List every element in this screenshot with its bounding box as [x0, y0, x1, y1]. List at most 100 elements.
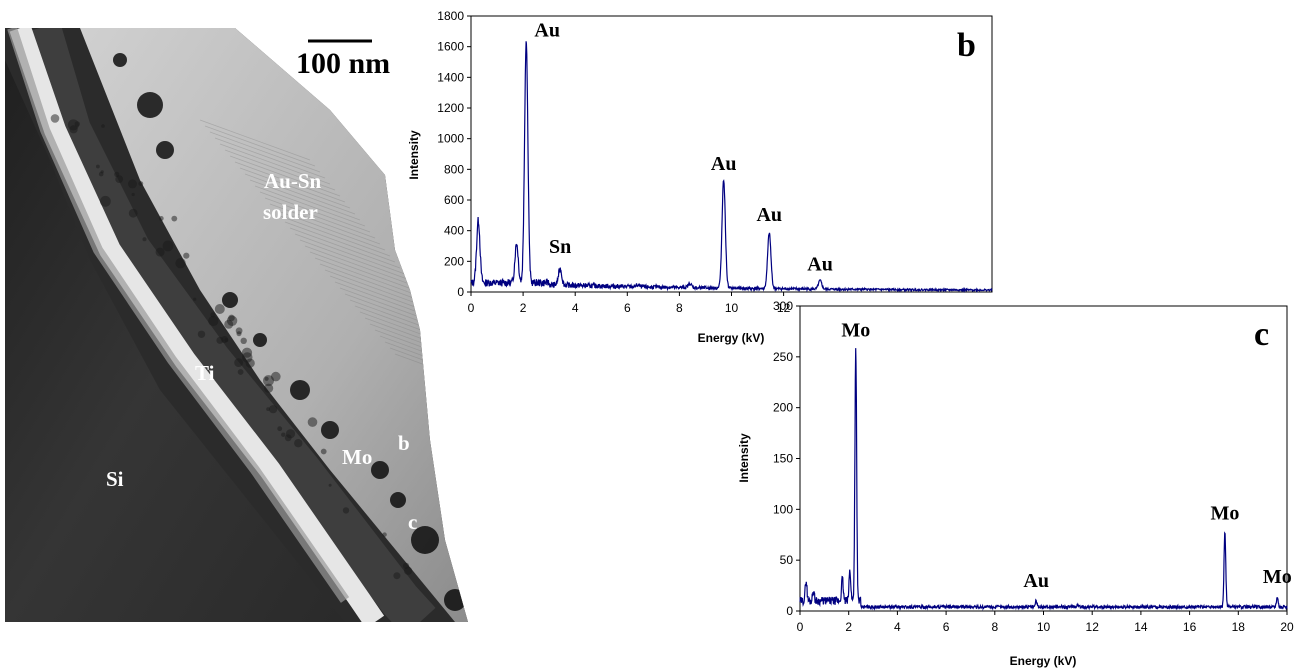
grain: [128, 208, 138, 218]
striation: [274, 209, 386, 251]
ti-layer-glow: [7, 28, 350, 603]
xlabel-b: Energy (kV): [698, 331, 765, 345]
series-line-c: [799, 348, 1288, 611]
grain: [307, 417, 318, 427]
grain: [162, 240, 174, 252]
x-tick-label: 0: [468, 301, 475, 315]
grain: [277, 426, 283, 432]
grain: [234, 358, 244, 367]
y-tick-label: 1600: [437, 40, 464, 54]
x-tick-label: 12: [1086, 620, 1100, 634]
y-tick-label: 0: [457, 285, 464, 299]
annotations-c: Mo Au Mo Mo: [841, 320, 1291, 592]
striation: [294, 233, 406, 275]
xlabel-c: Energy (kV): [1010, 654, 1077, 668]
label-ti: Ti: [195, 361, 215, 385]
grain: [264, 376, 269, 381]
label-b: b: [398, 431, 410, 455]
striation: [224, 149, 336, 191]
y-tick-label: 1400: [437, 70, 464, 84]
grain: [222, 292, 238, 308]
x-tick-label: 8: [991, 620, 998, 634]
grain: [271, 371, 281, 382]
grain: [269, 405, 278, 414]
peak-label: Mo: [1263, 566, 1292, 588]
grain: [156, 141, 174, 159]
tem-micrograph: 100 nm Au-Sn solder Ti Si Mo b c: [5, 28, 468, 622]
y-tick-label: 300: [773, 299, 793, 313]
y-tick-label: 1200: [437, 101, 464, 115]
grain: [253, 333, 267, 347]
x-tick-label: 20: [1280, 620, 1294, 634]
y-tick-label: 1800: [437, 9, 464, 23]
x-tick-label: 0: [797, 620, 804, 634]
x-tick-label: 10: [725, 301, 739, 315]
grain: [294, 439, 303, 448]
grain: [371, 461, 389, 479]
x-tick-label: 18: [1232, 620, 1246, 634]
grain: [328, 483, 332, 487]
grain: [393, 572, 401, 580]
label-mo: Mo: [342, 445, 372, 469]
striation: [209, 131, 321, 173]
striation: [319, 263, 431, 305]
plot-area-c: [799, 305, 1288, 612]
striation: [249, 179, 361, 221]
label-si: Si: [106, 467, 124, 491]
grain: [137, 92, 163, 118]
annotations-b: Au Sn Au Au Au: [534, 20, 832, 276]
striation: [259, 191, 371, 233]
striation: [244, 173, 356, 215]
si-region: [5, 60, 345, 622]
grain: [281, 432, 286, 437]
peak-label: Au: [807, 254, 833, 276]
plot-area-b: [470, 15, 993, 293]
peak-label: Au: [756, 204, 782, 226]
grain: [266, 407, 270, 411]
label-au-sn: Au-Sn: [264, 169, 322, 193]
grain: [155, 247, 165, 257]
grain: [290, 380, 310, 400]
panel-label-b: b: [957, 27, 976, 64]
y-tick-label: 50: [780, 553, 794, 567]
peak-label: Mo: [841, 320, 870, 342]
grain: [264, 383, 274, 393]
striation: [204, 125, 316, 167]
grain: [171, 215, 178, 222]
peak-label: Mo: [1210, 503, 1239, 525]
y-tick-label: 0: [786, 604, 793, 618]
grain: [131, 192, 135, 197]
grain: [382, 532, 387, 537]
ylabel-b: Intensity: [407, 130, 421, 180]
y-tick-label: 150: [773, 452, 793, 466]
striation: [284, 221, 396, 263]
y-tick-label: 1000: [437, 132, 464, 146]
scale-bar-label: 100 nm: [296, 47, 390, 80]
peak-label: Au: [711, 153, 737, 175]
grain: [175, 258, 186, 269]
y-tick-label: 200: [444, 254, 464, 268]
panel-label-c: c: [1254, 316, 1269, 353]
grain: [50, 114, 60, 123]
grain: [320, 448, 327, 455]
grain: [224, 338, 229, 342]
x-tick-label: 4: [894, 620, 901, 634]
striation: [254, 185, 366, 227]
grain: [444, 589, 466, 611]
striation: [219, 143, 331, 185]
x-tick-label: 12: [777, 301, 791, 315]
x-tick-label: 14: [1134, 620, 1148, 634]
x-tick-label: 8: [676, 301, 683, 315]
grain: [197, 330, 206, 338]
label-c: c: [408, 510, 417, 534]
grain: [100, 195, 111, 207]
y-tick-label: 400: [444, 224, 464, 238]
x-tick-label: 2: [845, 620, 852, 634]
grain: [237, 369, 244, 375]
striation: [214, 137, 326, 179]
grain: [285, 429, 296, 439]
grain: [67, 119, 79, 131]
grain: [115, 175, 124, 184]
grain: [113, 53, 127, 67]
